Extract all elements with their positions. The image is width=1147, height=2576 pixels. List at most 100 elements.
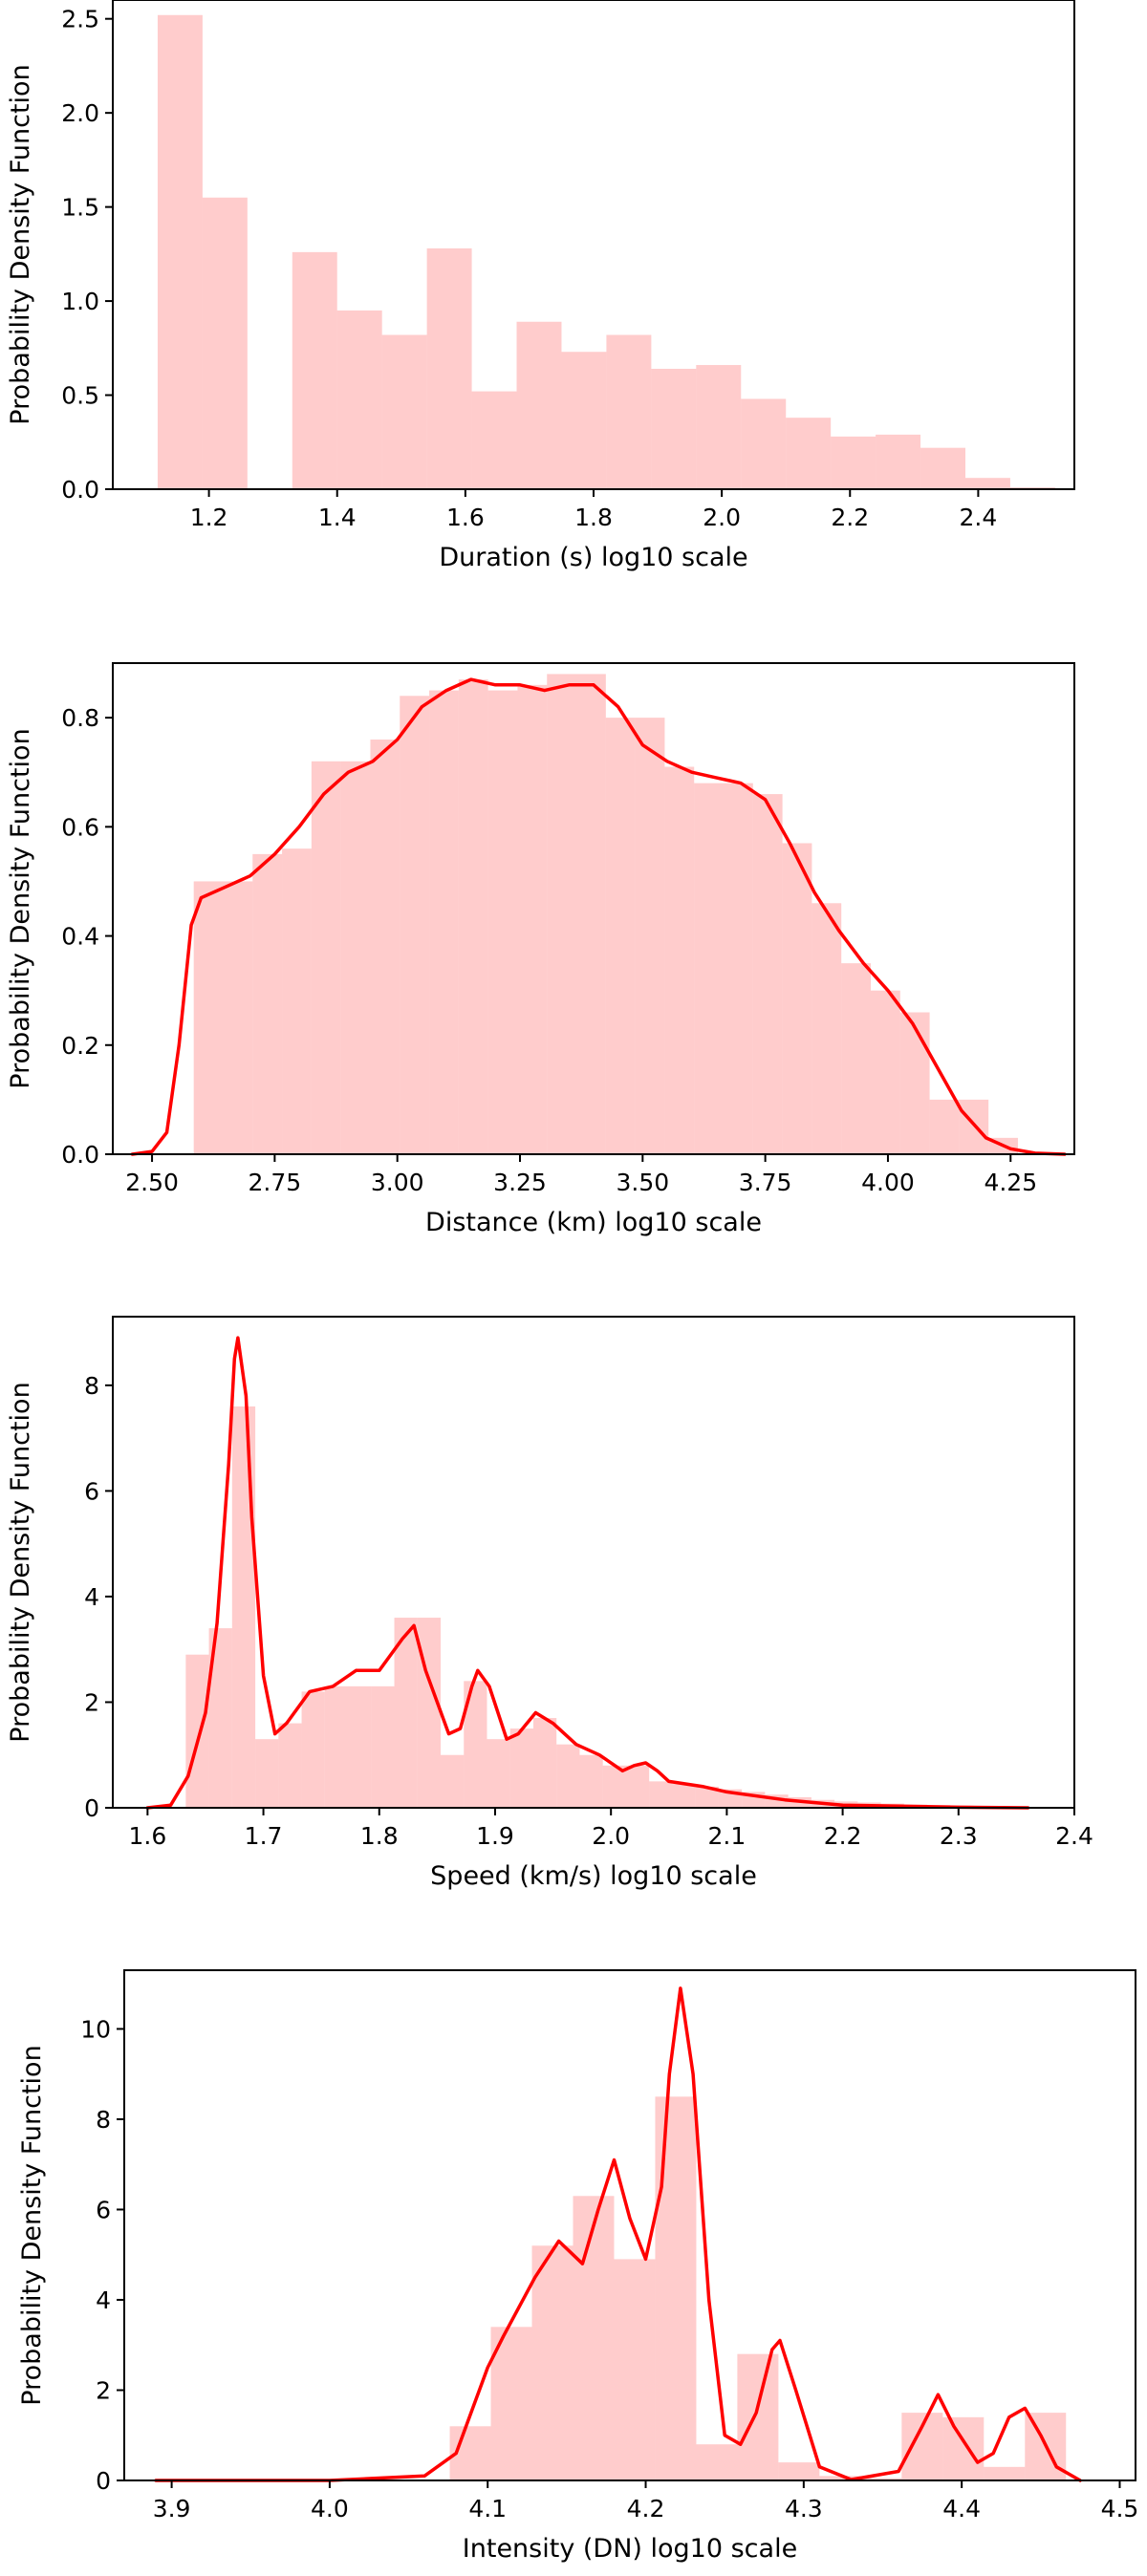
y-axis-label-distance: Probability Density Function bbox=[6, 728, 35, 1088]
histogram-bar bbox=[860, 2478, 902, 2480]
histogram-bar bbox=[185, 1654, 209, 1808]
histogram-bar bbox=[348, 1685, 372, 1808]
histogram-bar bbox=[311, 761, 341, 1154]
chart-panel-distance: 2.50 2.75 3.00 3.25 3.50 3.75 4.00 4.25 0.0 0.2 0.… bbox=[6, 662, 1075, 1237]
histogram-bar bbox=[741, 398, 787, 489]
x-tick-label: 2.0 bbox=[592, 1822, 630, 1850]
histogram-bar bbox=[255, 1739, 279, 1808]
x-tick-label: 2.2 bbox=[831, 504, 869, 531]
x-axis-label-duration: Duration (s) log10 scale bbox=[439, 543, 747, 572]
y-tick-label: 2 bbox=[84, 1688, 99, 1716]
histogram-bar bbox=[426, 247, 472, 489]
histogram-bar bbox=[556, 1744, 580, 1808]
histogram-bar bbox=[812, 903, 842, 1154]
y-tick-label: 0 bbox=[96, 2467, 111, 2495]
plot-frame bbox=[123, 1969, 1136, 2481]
histogram-bar bbox=[651, 368, 697, 489]
histogram-bar bbox=[340, 761, 371, 1154]
x-tick-label: 2.4 bbox=[1055, 1822, 1093, 1850]
x-tick-label: 2.1 bbox=[708, 1822, 747, 1850]
y-tick-label: 0 bbox=[84, 1794, 99, 1822]
histogram-bar bbox=[655, 2096, 697, 2480]
x-tick-label: 2.50 bbox=[125, 1169, 179, 1196]
plot-frame bbox=[112, 1316, 1075, 1809]
histogram-bar bbox=[400, 696, 430, 1154]
histogram-bar bbox=[394, 1618, 418, 1808]
chart-panel-speed: 1.6 1.7 1.8 1.9 2.0 2.1 2.2 2.3 2.4 0 2 4 6 8 Speed (k… bbox=[6, 1316, 1093, 1891]
histogram-bar bbox=[614, 2259, 656, 2480]
histogram-bar bbox=[490, 2327, 532, 2480]
y-tick-label: 4 bbox=[96, 2286, 111, 2314]
histogram-bar bbox=[959, 1099, 989, 1154]
y-tick-label: 6 bbox=[96, 2196, 111, 2223]
x-tick-label: 1.8 bbox=[360, 1822, 399, 1850]
histogram-bar bbox=[984, 2466, 1026, 2480]
histogram-bar bbox=[202, 197, 248, 489]
histogram-bar bbox=[471, 391, 517, 489]
histogram-bar bbox=[649, 1781, 673, 1808]
histogram-bar bbox=[324, 1685, 349, 1808]
y-axis-label-speed: Probability Density Function bbox=[6, 1382, 35, 1742]
histogram-bar bbox=[252, 853, 283, 1154]
x-tick-label: 1.6 bbox=[446, 504, 485, 531]
histogram-bar bbox=[737, 2353, 779, 2480]
histogram-bar bbox=[429, 690, 459, 1154]
x-tick-label: 1.4 bbox=[318, 504, 357, 531]
histogram-bar bbox=[724, 783, 753, 1154]
x-axis-label-distance: Distance (km) log10 scale bbox=[425, 1208, 762, 1237]
y-tick-label: 0.6 bbox=[61, 813, 99, 841]
x-tick-label: 4.4 bbox=[942, 2495, 981, 2522]
histogram-bar bbox=[487, 690, 518, 1154]
x-tick-label: 3.25 bbox=[493, 1169, 547, 1196]
histogram-bar bbox=[292, 251, 337, 489]
x-tick-label: 4.0 bbox=[311, 2495, 349, 2522]
histogram-bar bbox=[516, 321, 562, 489]
histogram-bar bbox=[696, 2444, 738, 2480]
histogram-bar bbox=[547, 674, 577, 1154]
histogram-bar bbox=[193, 881, 224, 1154]
x-tick-label: 4.2 bbox=[627, 2495, 665, 2522]
histogram-bar bbox=[782, 843, 812, 1154]
histogram-bar bbox=[301, 1691, 325, 1808]
x-tick-label: 2.3 bbox=[940, 1822, 978, 1850]
y-tick-label: 8 bbox=[84, 1372, 99, 1400]
histogram-bar bbox=[573, 2196, 615, 2480]
histogram-bar bbox=[509, 1728, 533, 1808]
y-tick-label: 8 bbox=[96, 2106, 111, 2134]
chart-panel-duration: 1.2 1.4 1.6 1.8 2.0 2.2 2.4 0.0 0.5 1.0 1.5 2.0 2.5 D… bbox=[6, 0, 1075, 572]
chart-panel-intensity: 3.9 4.0 4.1 4.2 4.3 4.4 4.5 0 2 4 6 8 10 Intensity (D… bbox=[17, 1969, 1139, 2564]
histogram-bar bbox=[870, 990, 900, 1154]
x-axis-label-speed: Speed (km/s) log10 scale bbox=[430, 1861, 757, 1891]
histogram-bar bbox=[778, 2462, 820, 2480]
histogram-bar bbox=[231, 1406, 256, 1808]
x-tick-label: 1.9 bbox=[476, 1822, 514, 1850]
histogram-bar bbox=[664, 766, 695, 1154]
histogram-bar bbox=[964, 478, 1010, 489]
x-tick-label: 2.75 bbox=[249, 1169, 302, 1196]
y-tick-label: 0.0 bbox=[61, 1141, 99, 1169]
kde-curve bbox=[130, 677, 1067, 1156]
histogram-bar bbox=[694, 783, 725, 1154]
x-tick-label: 2.0 bbox=[703, 504, 741, 531]
x-tick-label: 4.5 bbox=[1101, 2495, 1139, 2522]
histogram-bar bbox=[370, 739, 400, 1154]
histogram-bar bbox=[579, 1754, 603, 1808]
x-tick-label: 2.4 bbox=[960, 504, 998, 531]
histogram-bar bbox=[876, 434, 921, 489]
histogram-bar bbox=[561, 352, 607, 489]
histogram-bar bbox=[899, 1012, 930, 1154]
y-tick-label: 2.0 bbox=[61, 99, 99, 127]
histogram-bar bbox=[381, 334, 427, 489]
histogram-bar bbox=[336, 310, 382, 489]
histogram-bar bbox=[672, 1784, 696, 1808]
x-tick-label: 1.6 bbox=[128, 1822, 166, 1850]
histogram-bar bbox=[157, 14, 203, 490]
histogram-bar bbox=[223, 881, 253, 1154]
histogram-bar bbox=[696, 365, 742, 489]
histogram-bar bbox=[752, 794, 783, 1154]
y-tick-label: 2 bbox=[96, 2376, 111, 2404]
histogram-bar bbox=[371, 1685, 395, 1808]
kde-curve bbox=[154, 1986, 1082, 2482]
x-tick-label: 4.00 bbox=[861, 1169, 915, 1196]
